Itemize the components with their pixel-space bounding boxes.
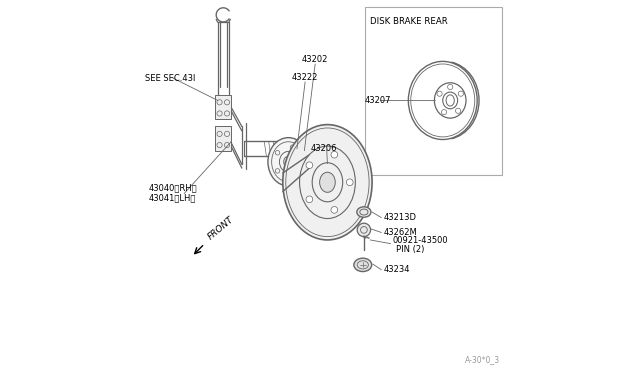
- Text: A-30*0_3: A-30*0_3: [465, 356, 500, 365]
- Text: 43202: 43202: [302, 55, 328, 64]
- Text: 43234: 43234: [383, 265, 410, 274]
- Ellipse shape: [354, 258, 372, 272]
- Circle shape: [346, 179, 353, 186]
- Text: 43213D: 43213D: [383, 213, 416, 222]
- Bar: [215, 126, 232, 151]
- Ellipse shape: [283, 125, 372, 240]
- Ellipse shape: [319, 172, 335, 192]
- Text: 43040〈RH〉: 43040〈RH〉: [149, 183, 198, 192]
- Circle shape: [306, 196, 313, 203]
- Text: 00921-43500: 00921-43500: [392, 236, 448, 245]
- Circle shape: [280, 138, 301, 159]
- Text: SEE SEC.43l: SEE SEC.43l: [145, 74, 196, 83]
- Circle shape: [357, 223, 371, 237]
- Circle shape: [306, 162, 313, 169]
- Text: DISK BRAKE REAR: DISK BRAKE REAR: [370, 17, 448, 26]
- Ellipse shape: [357, 207, 371, 217]
- Ellipse shape: [268, 138, 309, 186]
- Bar: [365, 7, 502, 175]
- Circle shape: [331, 206, 338, 213]
- Text: 43206: 43206: [310, 144, 337, 153]
- Text: 43262M: 43262M: [383, 228, 417, 237]
- Text: 43207: 43207: [365, 96, 391, 105]
- Text: 43222: 43222: [292, 73, 318, 82]
- Text: FRONT: FRONT: [207, 215, 236, 242]
- Text: PIN (2): PIN (2): [396, 245, 424, 254]
- Bar: [215, 95, 232, 119]
- Circle shape: [331, 151, 338, 158]
- Text: 43041〈LH〉: 43041〈LH〉: [149, 193, 196, 202]
